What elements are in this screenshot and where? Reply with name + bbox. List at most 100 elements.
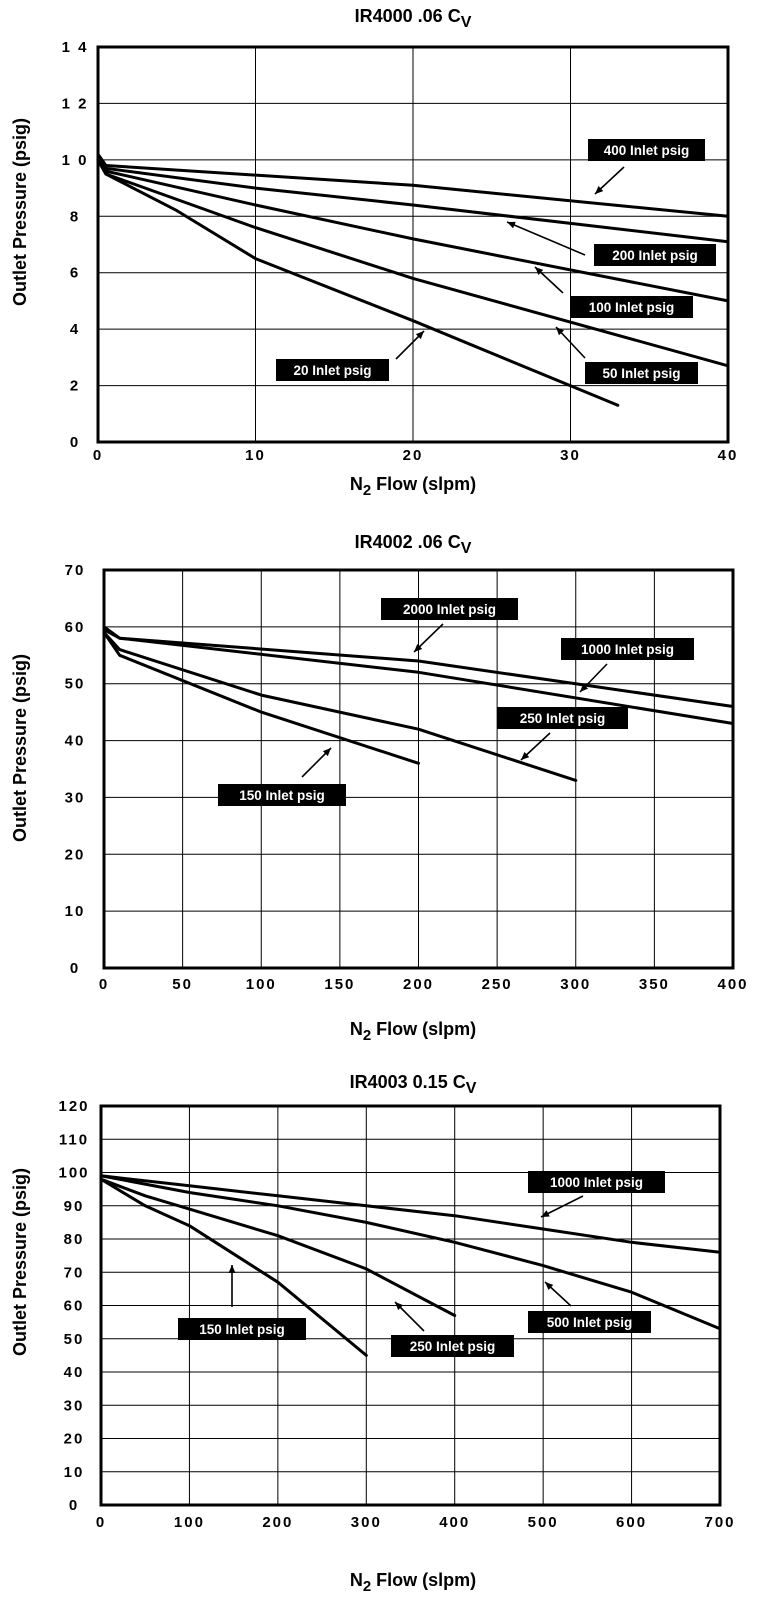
x-tick-label: 150 [324,976,355,993]
y-tick-label: 50 [65,676,86,693]
series-line-3 [99,1177,457,1317]
series-line-2 [96,155,730,244]
series-label: 100 Inlet psig [589,300,675,315]
x-tick-label: 700 [704,1514,735,1531]
series-annotation: 500 Inlet psig [528,1281,651,1333]
x-tick-label: 400 [439,1514,470,1531]
arrowhead [414,643,423,652]
plot-frame [96,45,730,444]
y-axis-label: Outlet Pressure (psig) [10,654,30,842]
arrowhead [556,327,565,336]
y-axis-label: Outlet Pressure (psig) [10,118,30,306]
y-tick-label: 8 [70,208,80,225]
annotation-box [528,1311,651,1333]
series-line-4 [99,1177,368,1357]
x-tick-label: 250 [482,976,513,993]
series-label: 150 Inlet psig [199,1322,285,1337]
chart-3: 0 100 200 300 400 500 600 700 0 10 20 30 40 50 60 70 80 9… [10,1072,735,1595]
x-tick-label: 50 [172,976,193,993]
series-annotation: 150 Inlet psig [178,1265,306,1340]
series-label: 200 Inlet psig [612,248,698,263]
y-tick-label: 50 [64,1331,85,1348]
annotation-box [497,707,628,729]
series-annotation: 1000 Inlet psig [528,1171,665,1218]
plot-frame [102,568,735,970]
annotation-box [218,784,346,806]
y-tick-label: 120 [58,1098,89,1115]
x-tick-label: 0 [99,976,109,993]
annotation-box [276,359,389,381]
x-tick-label: 10 [245,447,266,464]
annotation-box [381,598,518,620]
annotation-arrow [506,221,586,256]
x-tick-label: 600 [616,1514,647,1531]
x-tick-label: 20 [403,447,424,464]
series-label: 1000 Inlet psig [550,1175,643,1190]
y-tick-label: 90 [64,1198,85,1215]
series-label: 250 Inlet psig [520,711,606,726]
series-label: 150 Inlet psig [239,788,325,803]
y-tick-label: 100 [58,1165,89,1182]
y-tick-label: 60 [64,1298,85,1315]
y-tick-label: 70 [64,1264,85,1281]
x-tick-label: 0 [93,447,103,464]
series-label: 500 Inlet psig [547,1315,633,1330]
series-line-4 [102,631,420,765]
x-tick-label: 300 [351,1514,382,1531]
y-tick-label: 1 4 [62,39,89,56]
x-axis-label: N2 Flow (slpm) [350,474,476,499]
series-annotation: 50 Inlet psig [555,326,698,384]
x-tick-label: 100 [246,976,277,993]
series-annotation: 2000 Inlet psig [381,598,518,653]
x-tick-label: 500 [528,1514,559,1531]
series-label: 50 Inlet psig [602,366,680,381]
x-axis-label: N2 Flow (slpm) [350,1019,476,1044]
series-annotation: 20 Inlet psig [276,330,425,381]
arrowhead [395,1302,404,1311]
annotation-box [570,296,693,318]
chart-title: IR4003 0.15 CV [350,1072,477,1097]
arrowhead [322,748,331,757]
series-line-1 [96,152,730,218]
series-annotation: 200 Inlet psig [506,221,716,266]
series-line-2 [99,1174,722,1331]
y-tick-label: 20 [65,846,86,863]
arrowhead [415,331,424,340]
chart-title: IR4000 .06 CV [355,6,472,31]
arrowhead [535,267,544,276]
y-tick-label: 110 [59,1131,89,1148]
y-tick-label: 1 2 [62,95,89,112]
plot-frame [99,1104,722,1507]
series-line-3 [102,631,578,782]
y-tick-label: 70 [65,562,86,579]
annotation-box [561,638,694,660]
series-label: 1000 Inlet psig [581,642,674,657]
annotation-box [588,139,705,161]
series-label: 400 Inlet psig [604,143,690,158]
series-annotation: 100 Inlet psig [534,266,693,318]
arrowhead [507,221,516,229]
x-tick-label: 200 [262,1514,293,1531]
annotation-box [391,1335,514,1357]
x-tick-label: 0 [96,1514,106,1531]
x-tick-label: 350 [639,976,670,993]
x-tick-label: 200 [403,976,434,993]
y-tick-label: 4 [70,321,80,338]
series-line-1 [99,1174,722,1254]
series-label: 2000 Inlet psig [403,602,496,617]
series-annotation: 150 Inlet psig [218,747,346,806]
series-line-2 [102,628,735,725]
y-tick-label: 20 [64,1431,85,1448]
annotation-box [594,244,716,266]
x-tick-label: 400 [717,976,748,993]
arrowhead [228,1265,236,1273]
y-tick-label: 40 [65,733,86,750]
x-tick-label: 40 [718,447,739,464]
annotation-box [585,362,698,384]
arrowhead [541,1210,550,1217]
y-tick-label: 1 0 [62,152,89,169]
y-tick-label: 30 [64,1397,85,1414]
series-annotation: 400 Inlet psig [588,139,705,195]
annotation-box [528,1171,665,1193]
